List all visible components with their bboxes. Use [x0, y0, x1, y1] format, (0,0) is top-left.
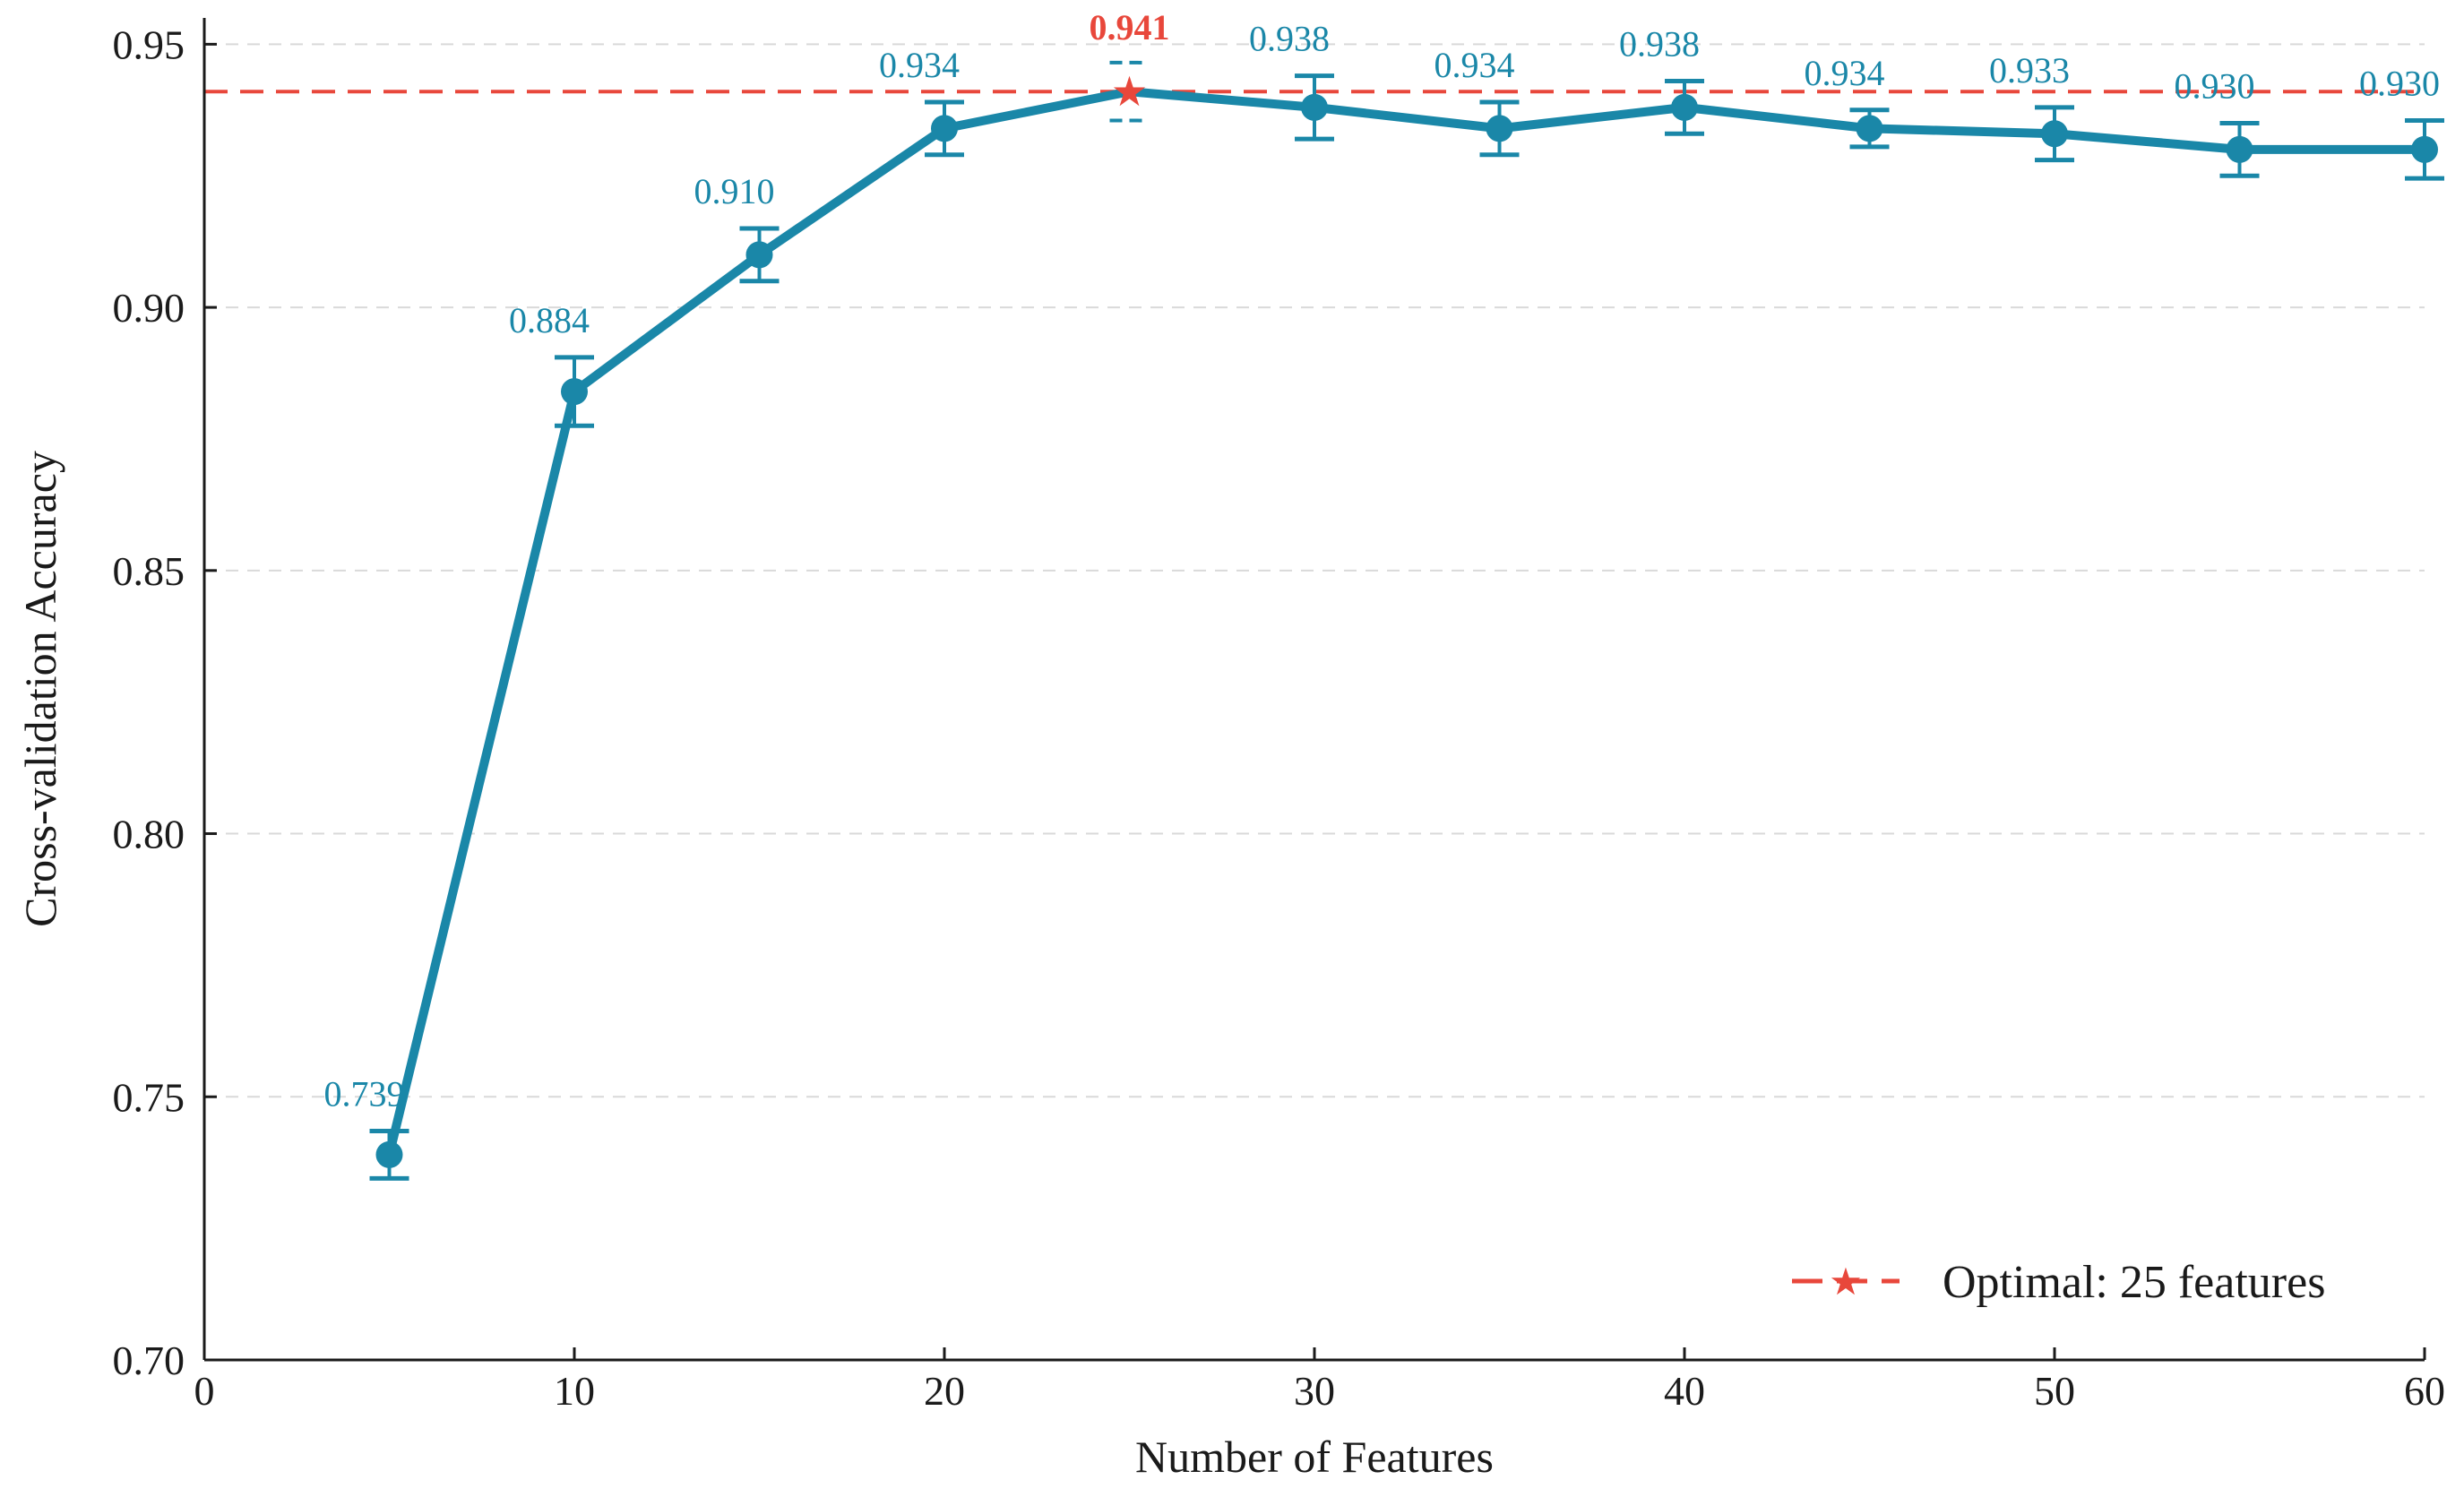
data-label: 0.934: [1434, 45, 1515, 85]
data-point: [2226, 135, 2253, 163]
y-axis-label: Cross-validation Accuracy: [15, 451, 65, 927]
data-point: [2041, 120, 2068, 148]
optimal-star-marker: ★: [1111, 67, 1148, 116]
y-tick-label: 0.80: [113, 812, 185, 857]
legend-star-icon: ★: [1829, 1260, 1863, 1303]
data-point: [375, 1140, 403, 1168]
x-tick-label: 20: [924, 1368, 965, 1414]
x-axis-label: Number of Features: [1135, 1432, 1494, 1482]
data-label: 0.938: [1619, 23, 1700, 64]
gridlines: [204, 43, 2425, 1098]
data-label: 0.930: [2175, 65, 2255, 106]
y-tick-label: 0.90: [113, 285, 185, 331]
y-tick-label: 0.95: [113, 22, 185, 67]
data-label: 0.934: [879, 45, 960, 85]
data-point: [2411, 135, 2438, 163]
data-point: [1856, 115, 1883, 142]
data-point: [561, 378, 588, 406]
series-line: [384, 87, 2429, 1159]
data-label: 0.910: [694, 171, 775, 211]
y-tick-label: 0.75: [113, 1074, 185, 1120]
data-label: 0.933: [1989, 50, 2070, 90]
x-tick-label: 10: [554, 1368, 595, 1414]
x-tick-label: 50: [2034, 1368, 2075, 1414]
legend: ★ Optimal: 25 features: [1792, 1257, 2325, 1308]
optimal-value-label: 0.941: [1090, 7, 1170, 47]
error-bar: [1109, 60, 1150, 123]
x-tick-label: 0: [194, 1368, 215, 1414]
accuracy-series: ★: [369, 60, 2444, 1181]
data-point: [1671, 93, 1698, 121]
data-label: 0.739: [324, 1073, 405, 1114]
x-tick-label: 30: [1294, 1368, 1335, 1414]
data-label: 0.884: [509, 300, 590, 340]
y-tick-label: 0.70: [113, 1338, 185, 1383]
legend-label: Optimal: 25 features: [1943, 1257, 2325, 1308]
data-label: 0.934: [1805, 53, 1885, 93]
data-point: [1486, 115, 1513, 142]
data-labels: 0.739 0.884 0.910 0.934 0.941 0.938 0.934 0.938…: [324, 7, 2441, 1114]
y-tick-label: 0.85: [113, 548, 185, 594]
x-tick-label: 60: [2404, 1368, 2445, 1414]
data-point: [931, 115, 958, 142]
axes: 0 10 20 30 40 50 60 0.70 0.75 0.80 0.85 0.90 0.95: [113, 18, 2445, 1414]
data-point: [745, 241, 773, 269]
data-label: 0.930: [2359, 64, 2440, 104]
data-label: 0.938: [1249, 19, 1330, 59]
data-point: [1301, 93, 1328, 121]
x-tick-label: 40: [1664, 1368, 1705, 1414]
